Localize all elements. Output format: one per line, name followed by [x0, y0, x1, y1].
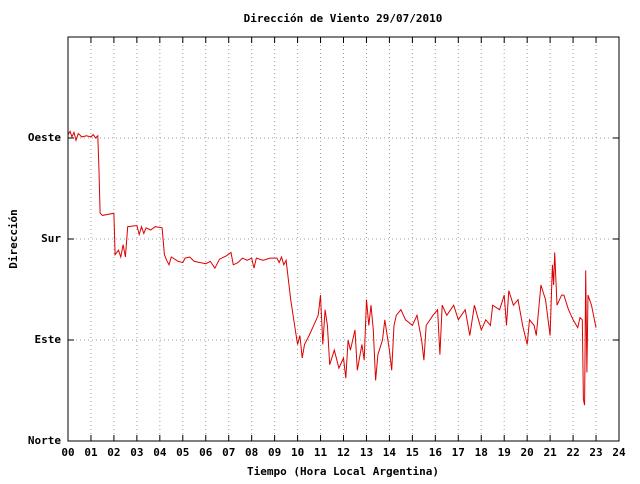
x-tick-label: 24 [612, 446, 626, 459]
x-tick-label: 21 [544, 446, 558, 459]
chart-title: Dirección de Viento 29/07/2010 [244, 12, 443, 25]
plot-border [67, 36, 620, 442]
x-tick-label: 08 [245, 446, 258, 459]
x-tick-label: 04 [153, 446, 167, 459]
x-tick-label: 23 [589, 446, 602, 459]
x-tick-label: 00 [61, 446, 74, 459]
x-tick-label: 22 [566, 446, 579, 459]
x-tick-label: 06 [199, 446, 213, 459]
x-tick-label: 19 [498, 446, 511, 459]
x-tick-label: 15 [406, 446, 419, 459]
x-tick-label: 13 [360, 446, 373, 459]
x-tick-label: 11 [314, 446, 328, 459]
x-tick-label: 05 [176, 446, 189, 459]
x-tick-label: 10 [291, 446, 304, 459]
x-tick-label: 12 [337, 446, 350, 459]
y-tick-label: Este [35, 333, 62, 346]
data-line [67, 130, 597, 406]
x-tick-label: 02 [107, 446, 120, 459]
y-tick-label: Sur [41, 232, 61, 245]
x-tick-label: 20 [521, 446, 534, 459]
y-tick-label: Norte [28, 434, 61, 447]
x-tick-label: 03 [130, 446, 143, 459]
x-tick-label: 17 [452, 446, 465, 459]
y-axis-label: Dirección [7, 209, 20, 269]
x-tick-label: 14 [383, 446, 397, 459]
y-tick-label: Oeste [28, 131, 61, 144]
x-tick-label: 16 [429, 446, 443, 459]
x-tick-label: 07 [222, 446, 235, 459]
x-tick-label: 01 [84, 446, 98, 459]
x-tick-label: 18 [475, 446, 488, 459]
x-axis-label: Tiempo (Hora Local Argentina) [247, 465, 439, 478]
x-tick-label: 09 [268, 446, 281, 459]
